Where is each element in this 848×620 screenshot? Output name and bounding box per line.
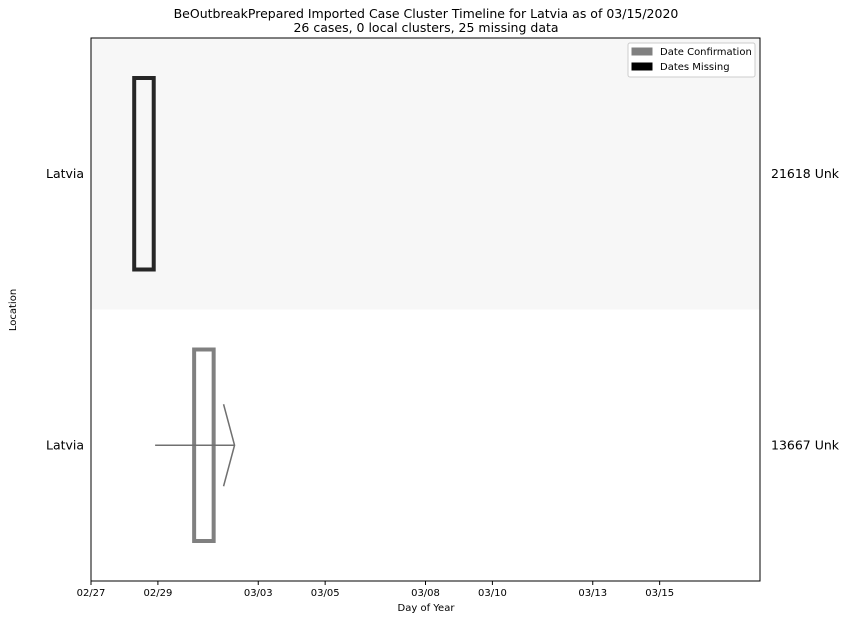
row-count-label: 21618 Unk xyxy=(771,166,840,181)
chart-title-group: BeOutbreakPrepared Imported Case Cluster… xyxy=(174,6,679,35)
x-tick-label: 02/27 xyxy=(77,588,106,599)
chart-subtitle: 26 cases, 0 local clusters, 25 missing d… xyxy=(293,20,558,35)
x-tick-label: 03/15 xyxy=(645,588,674,599)
legend-box xyxy=(627,42,756,78)
legend-label: Date Confirmation xyxy=(660,47,752,58)
arrow-head xyxy=(222,404,236,487)
legend-swatch xyxy=(631,62,653,71)
x-tick-label: 03/08 xyxy=(411,588,440,599)
x-axis-ticks: 02/27 02/29 03/03 03/05 03/08 03/10 03/13 03/15 xyxy=(77,581,674,599)
legend-label: Dates Missing xyxy=(660,62,730,73)
chart-title: BeOutbreakPrepared Imported Case Cluster… xyxy=(174,6,679,21)
row-location-label: Latvia xyxy=(46,166,84,181)
x-axis-label: Day of Year xyxy=(398,603,456,614)
legend: Date Confirmation Dates Missing xyxy=(627,42,756,78)
y-axis-label: Location xyxy=(8,289,19,331)
row-count-label: 13667 Unk xyxy=(771,437,840,452)
x-tick-label: 02/29 xyxy=(143,588,172,599)
x-tick-label: 03/10 xyxy=(478,588,507,599)
legend-swatch xyxy=(631,47,653,56)
row-bands xyxy=(91,38,760,581)
x-tick-label: 03/13 xyxy=(578,588,607,599)
row-location-label: Latvia xyxy=(46,437,84,452)
chart-marks xyxy=(132,76,236,543)
date-box xyxy=(132,76,156,272)
x-tick-label: 03/03 xyxy=(244,588,273,599)
row-labels: Latvia 21618 Unk Latvia 13667 Unk xyxy=(46,166,840,453)
x-tick-label: 03/05 xyxy=(311,588,340,599)
row-band xyxy=(91,38,760,310)
